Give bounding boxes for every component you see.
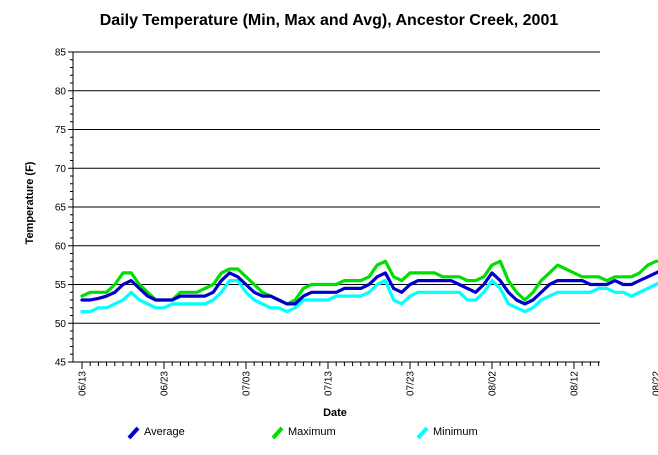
x-tick-label: 07/13 (324, 371, 335, 396)
chart-title: Daily Temperature (Min, Max and Avg), An… (99, 12, 559, 29)
x-tick-label: 08/02 (488, 371, 499, 396)
series-line-maximum (80, 259, 658, 306)
y-tick-label: 65 (55, 203, 67, 214)
x-tick-label: 08/22 (652, 371, 658, 396)
legend-swatch-minimum (416, 426, 429, 440)
x-tick-label: 07/23 (406, 371, 417, 396)
x-tick-label: 06/23 (160, 371, 171, 396)
y-tick-label: 55 (55, 280, 67, 291)
legend-label-minimum: Minimum (433, 426, 478, 438)
x-tick-label: 08/12 (570, 371, 581, 396)
legend-swatch-maximum (271, 426, 284, 440)
x-tick-label: 06/13 (78, 371, 89, 396)
x-tick-label: 07/03 (242, 371, 253, 396)
y-tick-label: 75 (55, 125, 67, 136)
legend-label-average: Average (144, 426, 185, 438)
series-line-average (80, 270, 658, 306)
y-tick-label: 60 (55, 241, 67, 252)
y-tick-label: 45 (55, 358, 67, 369)
x-axis-label: Date (323, 407, 347, 419)
series-line-minimum (80, 279, 658, 314)
legend-swatch-average (127, 426, 140, 440)
y-tick-label: 80 (55, 86, 67, 97)
y-tick-label: 50 (55, 319, 67, 330)
legend-label-maximum: Maximum (288, 426, 336, 438)
y-tick-label: 70 (55, 164, 67, 175)
y-tick-label: 85 (55, 48, 67, 59)
